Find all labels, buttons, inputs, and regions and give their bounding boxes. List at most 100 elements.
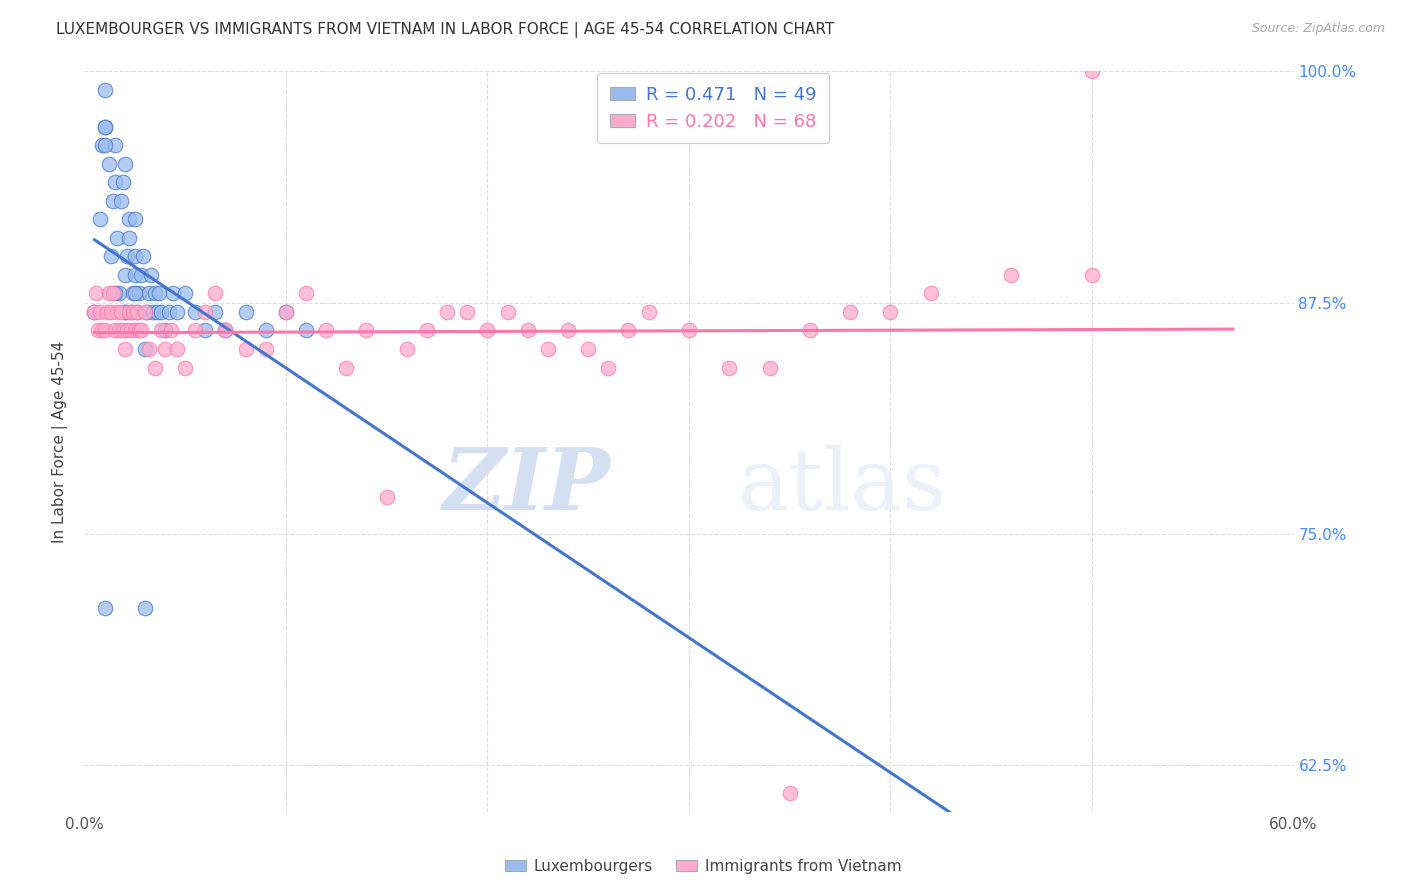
- Point: [576, 342, 599, 356]
- Point: [93, 601, 115, 615]
- Point: [235, 342, 257, 356]
- Point: [718, 360, 741, 375]
- Point: [149, 323, 172, 337]
- Point: [96, 305, 118, 319]
- Point: [920, 286, 942, 301]
- Point: [86, 286, 108, 301]
- Text: atlas: atlas: [737, 444, 946, 527]
- Point: [128, 286, 150, 301]
- Point: [124, 323, 146, 337]
- Point: [135, 305, 157, 319]
- Point: [97, 286, 120, 301]
- Point: [111, 323, 134, 337]
- Point: [1081, 64, 1104, 78]
- Point: [416, 323, 439, 337]
- Point: [134, 601, 156, 615]
- Point: [148, 286, 170, 301]
- Point: [214, 323, 236, 337]
- Point: [214, 323, 236, 337]
- Point: [124, 268, 146, 282]
- Point: [758, 360, 780, 375]
- Point: [91, 323, 114, 337]
- Point: [879, 305, 901, 319]
- Y-axis label: In Labor Force | Age 45-54: In Labor Force | Age 45-54: [52, 341, 69, 542]
- Point: [105, 231, 128, 245]
- Point: [204, 305, 226, 319]
- Point: [637, 305, 659, 319]
- Point: [83, 305, 105, 319]
- Point: [93, 120, 115, 134]
- Point: [110, 305, 132, 319]
- Point: [356, 323, 378, 337]
- Point: [678, 323, 700, 337]
- Point: [1081, 268, 1104, 282]
- Point: [166, 342, 188, 356]
- Point: [104, 286, 127, 301]
- Point: [557, 323, 579, 337]
- Point: [166, 305, 188, 319]
- Point: [91, 138, 114, 153]
- Point: [114, 268, 136, 282]
- Point: [104, 138, 127, 153]
- Point: [274, 305, 297, 319]
- Point: [1000, 268, 1022, 282]
- Point: [274, 305, 297, 319]
- Point: [456, 305, 478, 319]
- Point: [107, 286, 129, 301]
- Point: [335, 360, 357, 375]
- Point: [157, 305, 180, 319]
- Point: [153, 342, 176, 356]
- Point: [124, 212, 146, 227]
- Point: [839, 305, 862, 319]
- Point: [436, 305, 458, 319]
- Point: [143, 286, 166, 301]
- Point: [799, 323, 821, 337]
- Point: [83, 305, 105, 319]
- Point: [617, 323, 640, 337]
- Point: [315, 323, 337, 337]
- Legend: R = 0.471   N = 49, R = 0.202   N = 68: R = 0.471 N = 49, R = 0.202 N = 68: [598, 73, 830, 144]
- Point: [115, 249, 138, 263]
- Point: [100, 305, 122, 319]
- Text: LUXEMBOURGER VS IMMIGRANTS FROM VIETNAM IN LABOR FORCE | AGE 45-54 CORRELATION C: LUXEMBOURGER VS IMMIGRANTS FROM VIETNAM …: [56, 22, 835, 38]
- Point: [107, 323, 129, 337]
- Point: [477, 323, 499, 337]
- Point: [124, 286, 146, 301]
- Point: [114, 305, 136, 319]
- Point: [125, 305, 148, 319]
- Point: [295, 323, 318, 337]
- Point: [129, 323, 152, 337]
- Point: [124, 249, 146, 263]
- Text: Source: ZipAtlas.com: Source: ZipAtlas.com: [1251, 22, 1385, 36]
- Point: [114, 157, 136, 171]
- Point: [184, 305, 207, 319]
- Point: [87, 323, 110, 337]
- Point: [93, 138, 115, 153]
- Point: [174, 286, 197, 301]
- Point: [93, 83, 115, 97]
- Point: [134, 342, 156, 356]
- Point: [375, 490, 398, 504]
- Point: [537, 342, 560, 356]
- Point: [139, 268, 162, 282]
- Point: [104, 175, 127, 190]
- Point: [138, 342, 160, 356]
- Point: [93, 323, 115, 337]
- Point: [235, 305, 257, 319]
- Point: [93, 120, 115, 134]
- Point: [496, 305, 519, 319]
- Point: [395, 342, 418, 356]
- Point: [97, 157, 120, 171]
- Point: [105, 305, 128, 319]
- Point: [118, 305, 141, 319]
- Point: [89, 305, 111, 319]
- Point: [138, 286, 160, 301]
- Point: [516, 323, 538, 337]
- Point: [120, 305, 142, 319]
- Point: [125, 305, 148, 319]
- Point: [779, 786, 801, 800]
- Point: [118, 231, 141, 245]
- Point: [194, 305, 217, 319]
- Point: [121, 286, 143, 301]
- Point: [143, 360, 166, 375]
